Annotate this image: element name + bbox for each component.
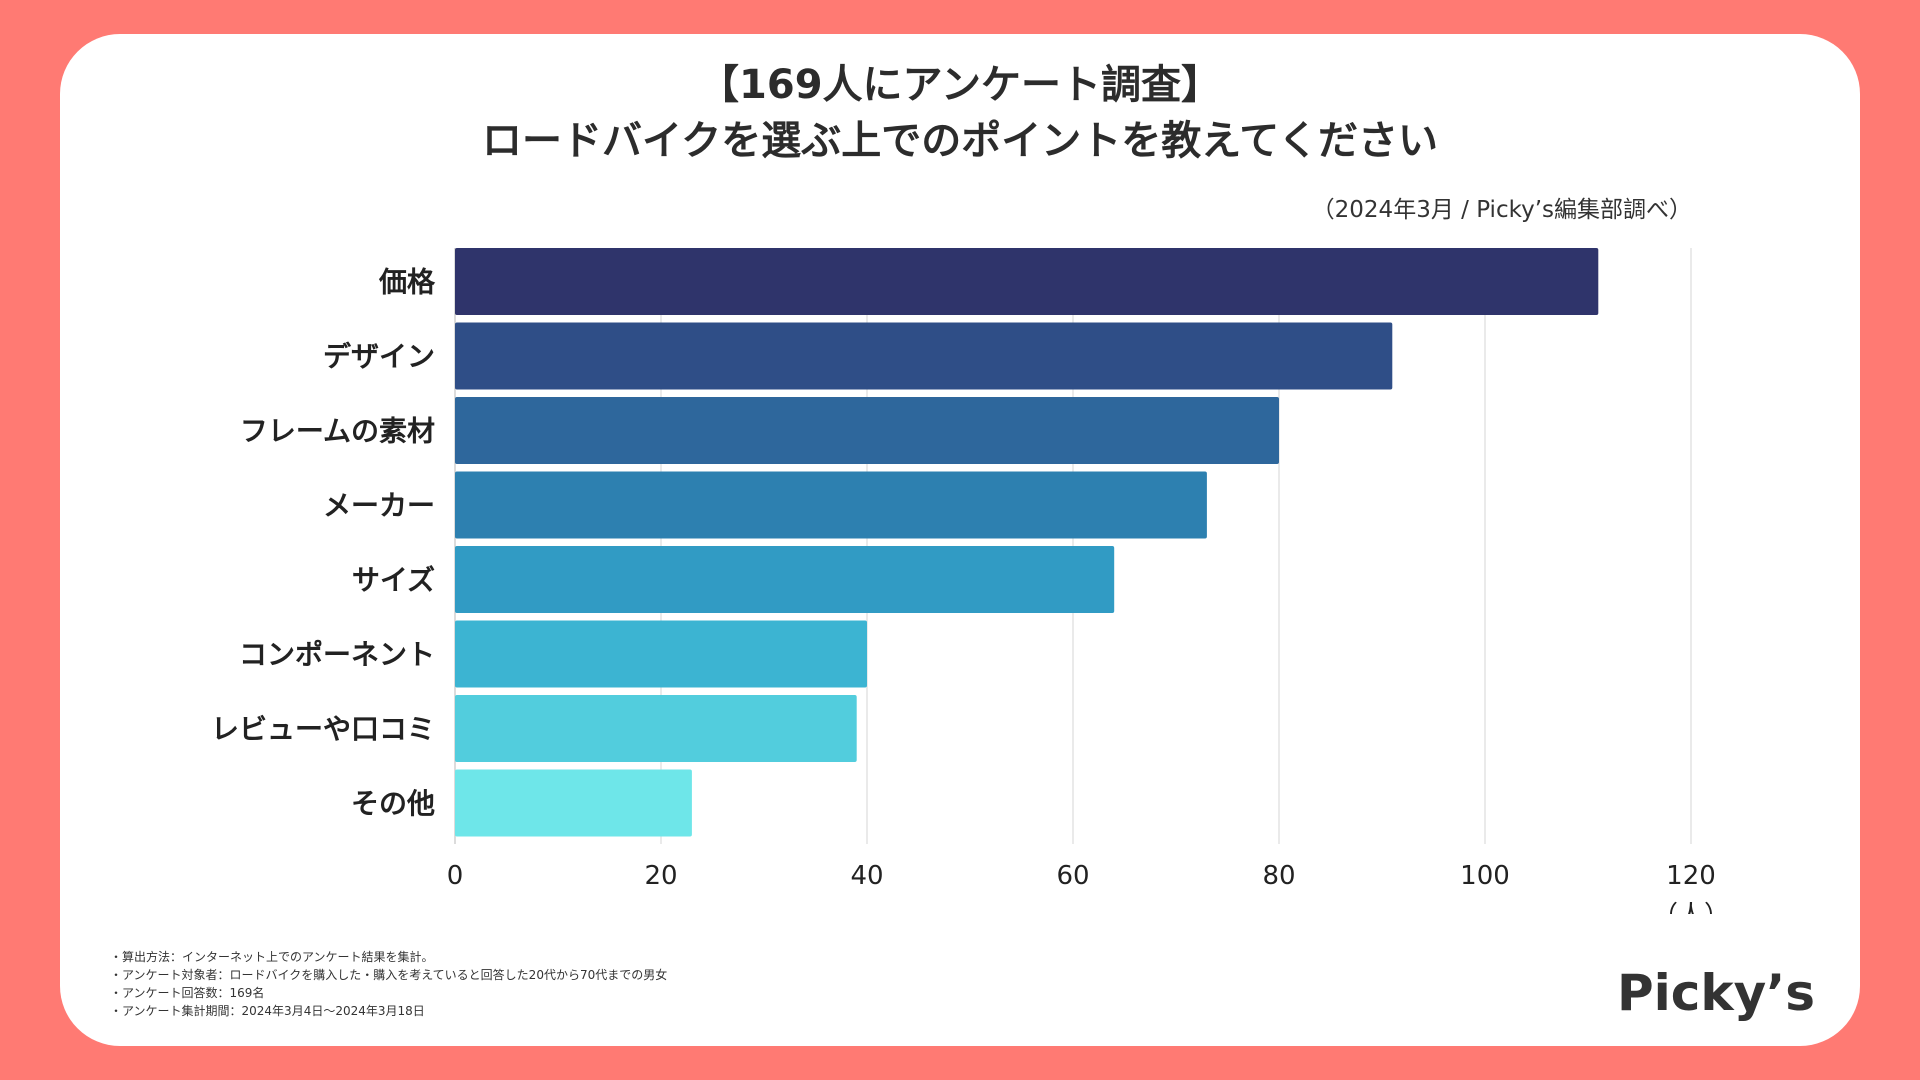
x-tick-100: 100 xyxy=(1460,861,1510,891)
source-note: （2024年3月 / Picky’s編集部調べ） xyxy=(1311,197,1692,223)
note-target: ・アンケート対象者：ロードバイクを購入した・購入を考えていると回答した20代から… xyxy=(110,968,668,982)
picky-logo: Picky’s xyxy=(1617,964,1816,1022)
bars xyxy=(455,248,1599,837)
chart-title-line2: ロードバイクを選ぶ上でのポイントを教えてください xyxy=(482,118,1438,164)
bar-3 xyxy=(455,397,1279,464)
category-label-6: コンポーネント xyxy=(239,638,435,671)
category-label-2: デザイン xyxy=(323,340,435,373)
bar-8 xyxy=(455,769,692,837)
category-label-1: 価格 xyxy=(378,266,436,299)
x-tick-labels: 0 20 40 60 80 100 120 xyxy=(447,861,1716,891)
x-tick-20: 20 xyxy=(644,861,677,891)
x-tick-120: 120 xyxy=(1666,861,1716,891)
bar-6 xyxy=(455,620,867,688)
x-tick-80: 80 xyxy=(1262,861,1295,891)
note-period: ・アンケート集計期間：2024年3月4日〜2024年3月18日 xyxy=(110,1004,425,1018)
chart-card: 【169人にアンケート調査】 ロードバイクを選ぶ上でのポイントを教えてください … xyxy=(60,34,1860,1046)
category-label-7: レビューや口コミ xyxy=(211,713,435,746)
bar-4 xyxy=(455,471,1207,539)
chart-title-line1: 【169人にアンケート調査】 xyxy=(699,62,1221,108)
category-label-5: サイズ xyxy=(352,564,435,597)
category-label-4: メーカー xyxy=(323,489,435,522)
note-count: ・アンケート回答数：169名 xyxy=(110,986,265,1000)
x-axis-unit-label: （人） xyxy=(1652,901,1730,914)
x-tick-40: 40 xyxy=(850,861,883,891)
survey-notes: ・算出方法：インターネット上でのアンケート結果を集計。 ・アンケート対象者：ロー… xyxy=(110,948,667,1020)
x-tick-60: 60 xyxy=(1056,861,1089,891)
bar-2 xyxy=(455,322,1393,390)
category-label-8: その他 xyxy=(351,787,435,820)
bar-1 xyxy=(455,248,1599,315)
bar-5 xyxy=(455,546,1115,613)
bar-7 xyxy=(455,695,857,762)
category-label-3: フレームの素材 xyxy=(240,415,435,448)
x-tick-0: 0 xyxy=(447,861,464,891)
note-method: ・算出方法：インターネット上でのアンケート結果を集計。 xyxy=(110,950,434,964)
